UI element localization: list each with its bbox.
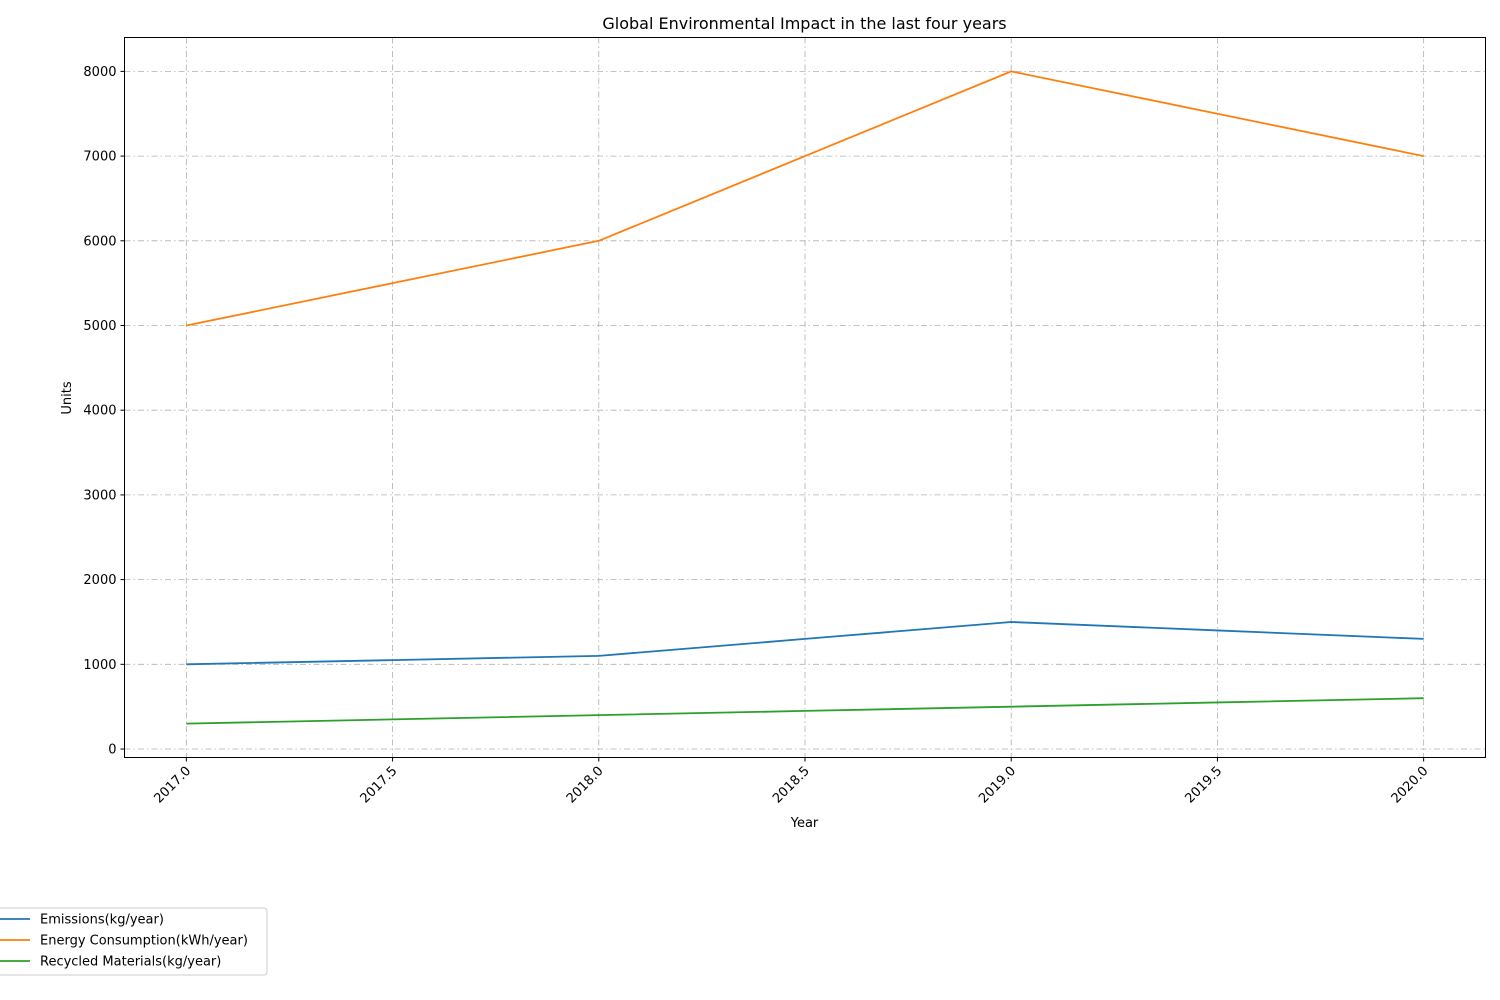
y-tick-label: 1000: [83, 658, 116, 673]
x-tick-label: 2020.0: [1389, 764, 1432, 807]
x-tick-label: 2019.0: [976, 764, 1019, 807]
x-axis: 2017.0 2017.5 2018.0 2018.5 2019.0 2019.5 2020…: [151, 757, 1432, 807]
y-tick-label: 6000: [83, 234, 116, 249]
y-tick-label: 8000: [83, 65, 116, 80]
y-tick-label: 2000: [83, 573, 116, 588]
y-tick-label: 0: [108, 743, 116, 758]
legend-label: Emissions(kg/year): [40, 913, 164, 928]
y-axis: 0 1000 2000 3000 4000 5000 6000 7000 8000: [83, 65, 125, 758]
legend-frame: [0, 907, 268, 976]
x-tick-label: 2019.5: [1182, 764, 1225, 807]
series-line-0: [186, 621, 1424, 666]
y-tick-label: 4000: [83, 404, 116, 419]
series-line-2: [186, 697, 1424, 725]
x-tick-label: 2017.5: [358, 764, 401, 807]
x-tick-label: 2017.0: [151, 764, 194, 807]
legend: Emissions(kg/year) Energy Consumption(kWh…: [0, 907, 268, 976]
y-tick-label: 3000: [83, 488, 116, 503]
series-layer: [186, 70, 1424, 725]
y-tick-label: 5000: [83, 319, 116, 334]
legend-label: Energy Consumption(kWh/year): [40, 934, 248, 949]
x-axis-label: Year: [790, 816, 819, 831]
x-tick-label: 2018.0: [564, 764, 607, 807]
legend-label: Recycled Materials(kg/year): [40, 955, 221, 970]
y-axis-label: Units: [60, 381, 75, 414]
chart-title: Global Environmental Impact in the last …: [602, 14, 1006, 33]
x-tick-label: 2018.5: [770, 764, 813, 807]
grid: [124, 37, 1486, 758]
series-line-1: [186, 70, 1424, 327]
y-tick-label: 7000: [83, 150, 116, 165]
